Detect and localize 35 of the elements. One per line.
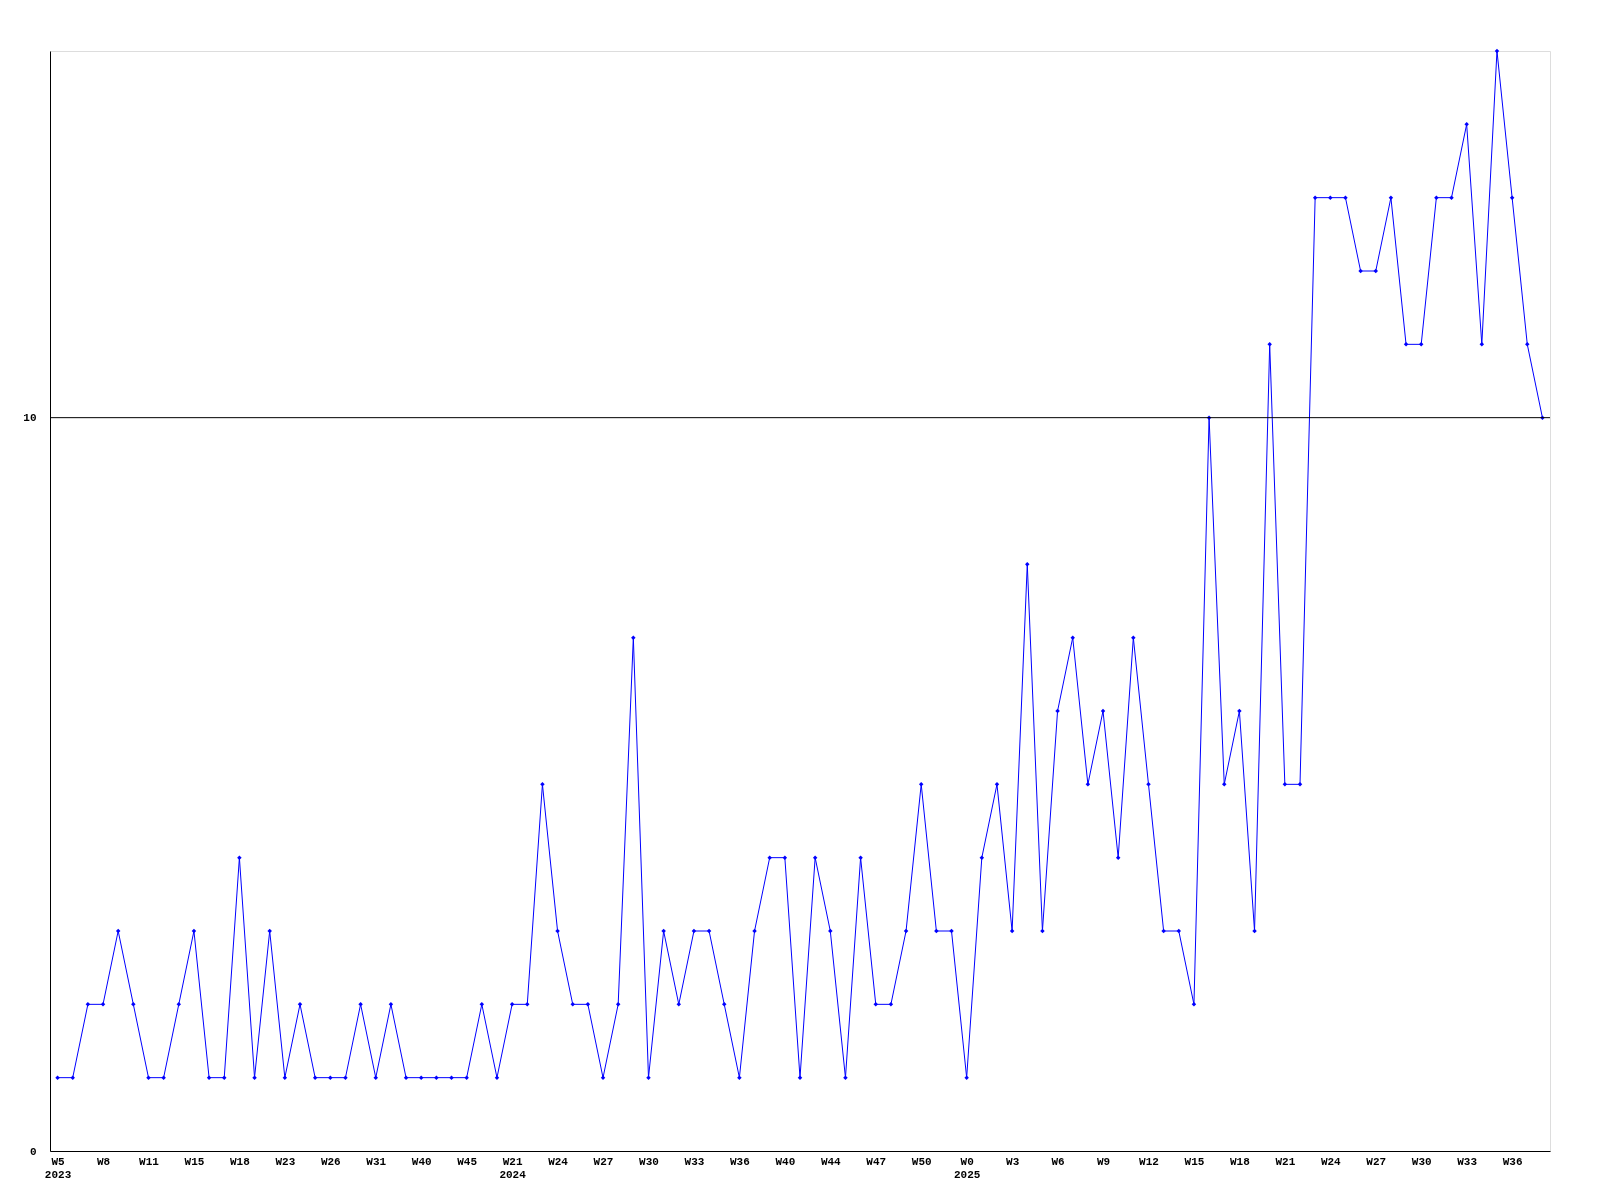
x-tick-label: W15	[184, 1155, 205, 1168]
x-tick-label: W26	[320, 1155, 341, 1168]
x-tick-label: W23	[275, 1155, 296, 1168]
x-tick-label: W33	[684, 1155, 705, 1168]
x-tick-label: W44	[820, 1155, 842, 1168]
x-tick-label: W21	[1275, 1155, 1296, 1168]
x-tick-label: W40	[411, 1155, 432, 1168]
x-tick-label: W21 2024	[499, 1155, 527, 1181]
x-tick-label: W30	[1411, 1155, 1432, 1168]
x-tick-label: W6	[1051, 1155, 1065, 1168]
x-tick-label: W31	[366, 1155, 387, 1168]
x-tick-label: W3	[1006, 1155, 1020, 1168]
x-tick-label: W8	[96, 1155, 111, 1168]
x-tick-label: W9	[1096, 1155, 1111, 1168]
x-tick-label: W18	[1229, 1155, 1251, 1168]
x-tick-label: W36	[1502, 1155, 1523, 1168]
x-tick-label: W11	[139, 1155, 160, 1168]
x-tick-label: W5 2023	[44, 1155, 72, 1181]
x-tick-label: W33	[1457, 1155, 1478, 1168]
x-tick-label: W27	[593, 1155, 614, 1168]
x-tick-label: W45	[457, 1155, 478, 1168]
x-tick-label: W30	[639, 1155, 659, 1168]
x-tick-label: W0 2025	[953, 1155, 981, 1181]
x-tick-label: W27	[1366, 1155, 1387, 1168]
y-tick-label: 0	[29, 1145, 37, 1158]
x-tick-label: W24	[1320, 1155, 1342, 1168]
x-tick-label: W24	[548, 1155, 569, 1168]
x-tick-label: W18	[229, 1155, 251, 1168]
x-tick-label: W50	[911, 1155, 932, 1168]
x-tick-label: W40	[775, 1155, 796, 1168]
x-tick-label: W36	[729, 1155, 750, 1168]
x-tick-label: W47	[866, 1155, 887, 1168]
y-tick-label: 10	[23, 412, 37, 425]
x-tick-label: W12	[1139, 1155, 1159, 1168]
x-tick-label: W15	[1184, 1155, 1205, 1168]
